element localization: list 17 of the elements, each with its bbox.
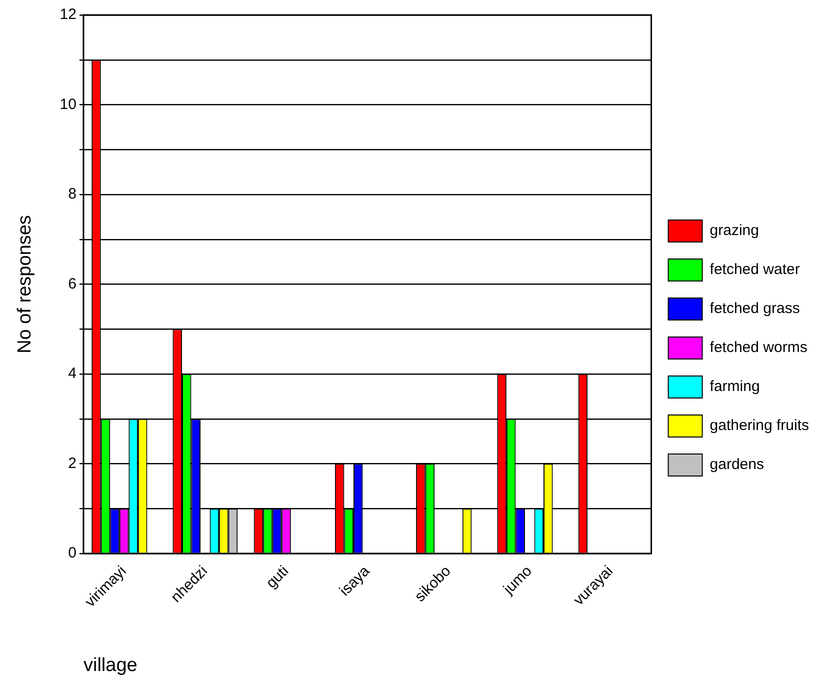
legend-label: fetched grass bbox=[710, 300, 800, 318]
y-tick-label: 4 bbox=[68, 365, 76, 382]
y-tick-label: 12 bbox=[60, 6, 76, 24]
y-axis-title: No of responses bbox=[14, 215, 36, 354]
legend-label: grazing bbox=[710, 222, 759, 240]
legend-label: gathering fruits bbox=[710, 417, 810, 434]
y-tick-label: 8 bbox=[68, 186, 76, 203]
legend-label: farming bbox=[710, 378, 760, 396]
y-tick-label: 10 bbox=[60, 96, 76, 113]
legend-label: fetched water bbox=[710, 261, 800, 278]
y-tick-label: 6 bbox=[68, 275, 76, 292]
x-axis-title: village bbox=[83, 654, 138, 676]
y-tick-label: 0 bbox=[68, 544, 76, 562]
y-tick-label: 2 bbox=[68, 454, 76, 472]
x-tick-label: guti bbox=[262, 562, 292, 592]
legend-label: fetched worms bbox=[710, 339, 808, 356]
legend-label: gardens bbox=[710, 456, 764, 474]
